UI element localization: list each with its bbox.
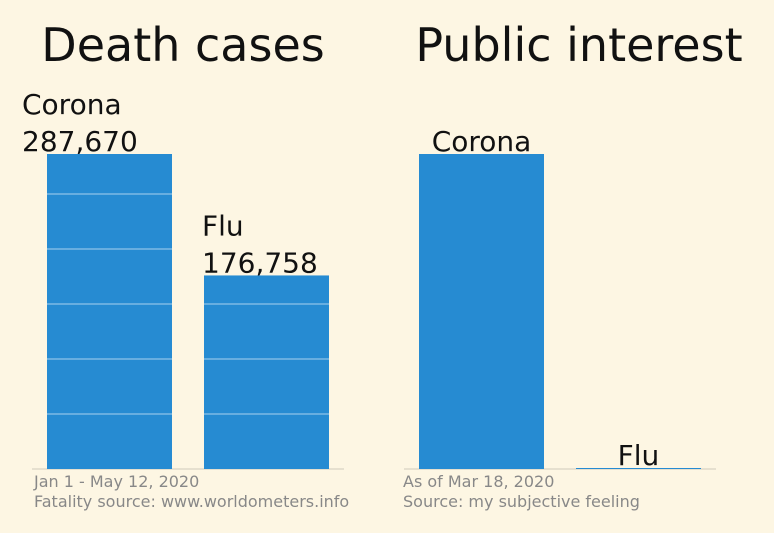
bar-value-flu: 176,758 — [202, 246, 318, 279]
public-interest-date-note: As of Mar 18, 2020 — [403, 472, 554, 491]
bar-corona — [419, 154, 544, 469]
death-cases-bars — [47, 154, 329, 469]
bar-value-corona: 287,670 — [22, 125, 138, 158]
death-cases-bar-labels: Corona 287,670 Flu 176,758 — [22, 88, 318, 279]
bar-label-corona: Corona — [432, 125, 532, 158]
public-interest-bar-labels: Corona Flu — [432, 125, 660, 472]
death-cases-gridlines — [47, 193, 329, 415]
bar-label-flu: Flu — [618, 439, 660, 472]
bar-flu — [576, 468, 701, 469]
bar-flu — [204, 275, 329, 469]
public-interest-title: Public interest — [415, 18, 742, 72]
bar-corona — [47, 154, 172, 469]
public-interest-bars — [419, 154, 701, 469]
death-cases-source-note: Fatality source: www.worldometers.info — [34, 492, 349, 511]
death-cases-title: Death cases — [41, 18, 324, 72]
public-interest-source-note: Source: my subjective feeling — [403, 492, 640, 511]
public-interest-panel: Public interest Corona Flu As of Mar 18, … — [403, 18, 743, 511]
death-cases-panel: Death cases Corona 287,670 Flu 176,758 Jan … — [22, 18, 349, 511]
bar-label-flu: Flu — [202, 209, 244, 242]
bar-label-corona: Corona — [22, 88, 122, 121]
death-cases-date-note: Jan 1 - May 12, 2020 — [33, 472, 199, 491]
